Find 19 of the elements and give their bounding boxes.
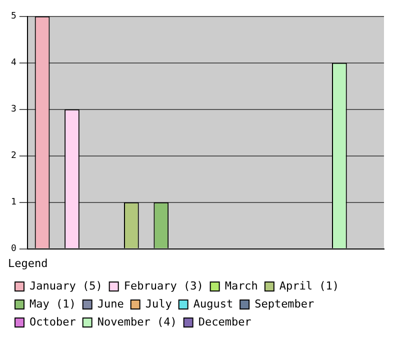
legend-label: March xyxy=(224,279,258,292)
legend-label: April (1) xyxy=(279,279,340,292)
legend-title: Legend xyxy=(8,257,48,270)
legend-label: February (3) xyxy=(124,279,204,292)
legend-label: November (4) xyxy=(97,315,177,328)
y-tick-label: 0 xyxy=(10,244,16,254)
legend-label: January (5) xyxy=(30,279,102,292)
legend-label: September xyxy=(254,297,315,310)
legend-label: July xyxy=(145,297,172,310)
legend-label: May (1) xyxy=(30,297,76,310)
y-tick-label: 5 xyxy=(10,12,16,22)
legend-label: December xyxy=(198,315,252,328)
y-tick-label: 4 xyxy=(10,58,16,68)
legend-label: June xyxy=(97,297,124,310)
y-tick-label: 1 xyxy=(10,198,16,208)
legend-label: August xyxy=(193,297,234,310)
y-tick-label: 2 xyxy=(10,151,16,162)
legend-label: October xyxy=(30,315,76,328)
y-tick-label: 3 xyxy=(10,104,16,115)
